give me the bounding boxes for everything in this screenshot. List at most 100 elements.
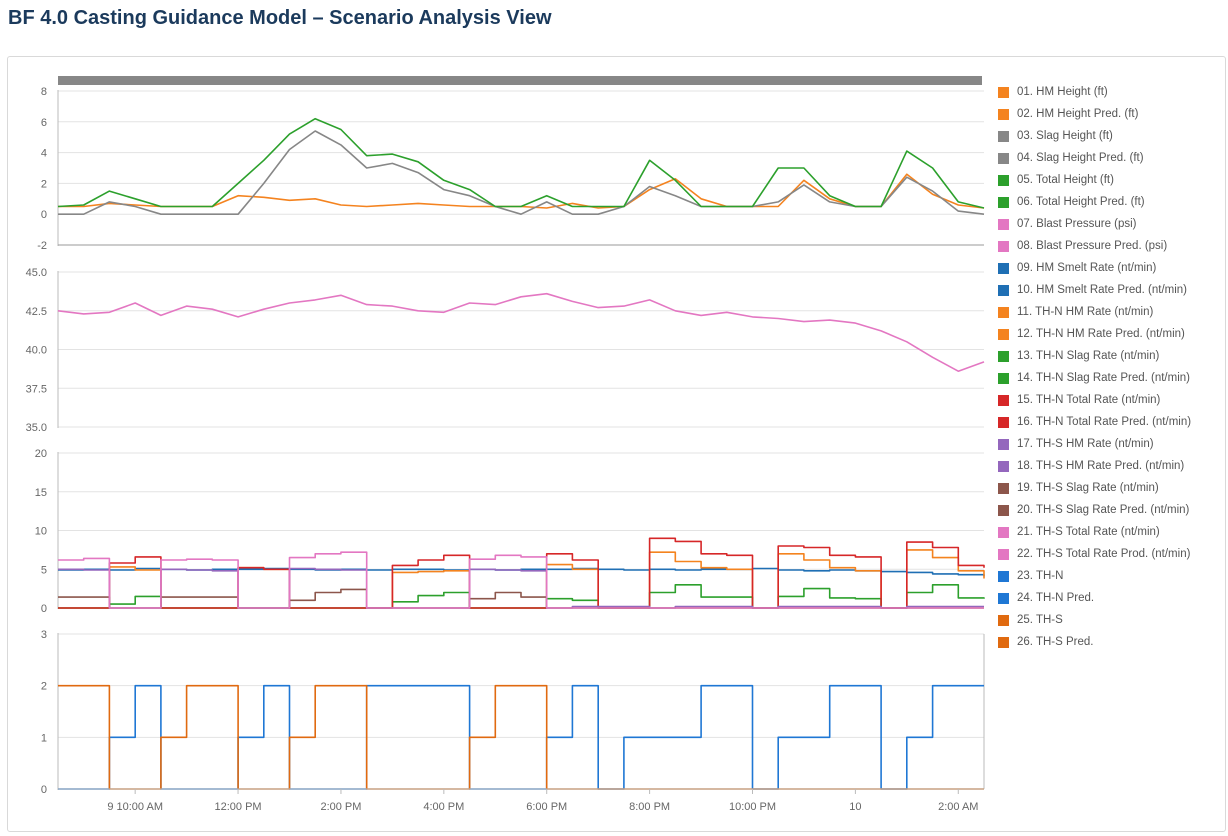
y-tick-label: 2 bbox=[41, 681, 47, 693]
legend-item[interactable]: 22. TH-S Total Rate Prod. (nt/min) bbox=[998, 543, 1226, 565]
legend-swatch bbox=[998, 614, 1009, 626]
legend-item[interactable]: 02. HM Height Pred. (ft) bbox=[998, 103, 1226, 125]
series-line-1-3[interactable] bbox=[57, 117, 985, 209]
legend-label: 07. Blast Pressure (psi) bbox=[1017, 218, 1137, 230]
range-navigator-bar[interactable] bbox=[58, 76, 982, 85]
legend-label: 26. TH-S Pred. bbox=[1017, 636, 1094, 648]
legend-swatch bbox=[998, 328, 1009, 340]
legend: 01. HM Height (ft) 02. HM Height Pred. (f… bbox=[998, 81, 1226, 653]
legend-item[interactable]: 11. TH-N HM Rate (nt/min) bbox=[998, 301, 1226, 323]
x-tick-label: 6:00 PM bbox=[526, 801, 567, 813]
legend-label: 01. HM Height (ft) bbox=[1017, 86, 1108, 98]
legend-label: 20. TH-S Slag Rate Pred. (nt/min) bbox=[1017, 504, 1190, 516]
legend-label: 04. Slag Height Pred. (ft) bbox=[1017, 152, 1144, 164]
y-tick-label: 2 bbox=[41, 178, 47, 190]
chart-panel-4: 3 2 1 0 bbox=[41, 629, 985, 796]
legend-item[interactable]: 07. Blast Pressure (psi) bbox=[998, 213, 1226, 235]
legend-swatch bbox=[998, 240, 1009, 252]
legend-swatch bbox=[998, 592, 1009, 604]
y-tick-label: 10 bbox=[35, 526, 47, 538]
legend-label: 18. TH-S HM Rate Pred. (nt/min) bbox=[1017, 460, 1185, 472]
legend-swatch bbox=[998, 548, 1009, 560]
legend-label: 15. TH-N Total Rate (nt/min) bbox=[1017, 394, 1161, 406]
x-tick-label: 4:00 PM bbox=[423, 801, 464, 813]
x-tick-label: 2:00 AM bbox=[938, 801, 978, 813]
legend-item[interactable]: 08. Blast Pressure Pred. (psi) bbox=[998, 235, 1226, 257]
series-line-3-7[interactable] bbox=[58, 551, 984, 609]
legend-label: 22. TH-S Total Rate Prod. (nt/min) bbox=[1017, 548, 1191, 560]
legend-label: 17. TH-S HM Rate (nt/min) bbox=[1017, 438, 1154, 450]
legend-item[interactable]: 10. HM Smelt Rate Pred. (nt/min) bbox=[998, 279, 1226, 301]
y-tick-label: 37.5 bbox=[26, 383, 47, 395]
legend-item[interactable]: 09. HM Smelt Rate (nt/min) bbox=[998, 257, 1226, 279]
legend-label: 21. TH-S Total Rate (nt/min) bbox=[1017, 526, 1160, 538]
legend-item[interactable]: 18. TH-S HM Rate Pred. (nt/min) bbox=[998, 455, 1226, 477]
y-tick-label: 4 bbox=[41, 148, 47, 160]
legend-item[interactable]: 05. Total Height (ft) bbox=[998, 169, 1226, 191]
legend-label: 09. HM Smelt Rate (nt/min) bbox=[1017, 262, 1157, 274]
series-line-3-5[interactable] bbox=[58, 567, 984, 609]
legend-swatch bbox=[998, 482, 1009, 494]
legend-label: 02. HM Height Pred. (ft) bbox=[1017, 108, 1139, 120]
y-tick-label: 3 bbox=[41, 629, 47, 641]
legend-item[interactable]: 14. TH-N Slag Rate Pred. (nt/min) bbox=[998, 367, 1226, 389]
legend-item[interactable]: 01. HM Height (ft) bbox=[998, 81, 1226, 103]
legend-label: 10. HM Smelt Rate Pred. (nt/min) bbox=[1017, 284, 1187, 296]
legend-swatch bbox=[998, 394, 1009, 406]
legend-swatch bbox=[998, 416, 1009, 428]
legend-item[interactable]: 20. TH-S Slag Rate Pred. (nt/min) bbox=[998, 499, 1226, 521]
legend-item[interactable]: 16. TH-N Total Rate Pred. (nt/min) bbox=[998, 411, 1226, 433]
y-tick-label: 35.0 bbox=[26, 422, 47, 434]
legend-item[interactable]: 23. TH-N bbox=[998, 565, 1226, 587]
legend-swatch bbox=[998, 284, 1009, 296]
y-tick-label: 0 bbox=[41, 209, 47, 221]
legend-swatch bbox=[998, 218, 1009, 230]
chart-panel-2: 45.0 42.5 40.0 37.5 35.0 bbox=[26, 267, 985, 434]
legend-label: 08. Blast Pressure Pred. (psi) bbox=[1017, 240, 1168, 252]
y-tick-label: 40.0 bbox=[26, 345, 47, 357]
legend-item[interactable]: 15. TH-N Total Rate (nt/min) bbox=[998, 389, 1226, 411]
legend-label: 05. Total Height (ft) bbox=[1017, 174, 1114, 186]
legend-item[interactable]: 12. TH-N HM Rate Pred. (nt/min) bbox=[998, 323, 1226, 345]
legend-item[interactable]: 21. TH-S Total Rate (nt/min) bbox=[998, 521, 1226, 543]
legend-swatch bbox=[998, 130, 1009, 142]
legend-item[interactable]: 04. Slag Height Pred. (ft) bbox=[998, 147, 1226, 169]
x-tick-label: 8:00 PM bbox=[629, 801, 670, 813]
legend-swatch bbox=[998, 152, 1009, 164]
legend-item[interactable]: 17. TH-S HM Rate (nt/min) bbox=[998, 433, 1226, 455]
legend-swatch bbox=[998, 262, 1009, 274]
legend-label: 23. TH-N bbox=[1017, 570, 1064, 582]
y-tick-label: 5 bbox=[41, 564, 47, 576]
series-line-1-2[interactable] bbox=[58, 130, 985, 215]
y-tick-label: 20 bbox=[35, 448, 47, 460]
legend-label: 06. Total Height Pred. (ft) bbox=[1017, 196, 1145, 208]
y-tick-label: 15 bbox=[35, 487, 47, 499]
legend-swatch bbox=[998, 306, 1009, 318]
y-tick-label: -2 bbox=[37, 240, 47, 252]
legend-label: 24. TH-N Pred. bbox=[1017, 592, 1095, 604]
chart-area[interactable]: 86420-245.042.540.037.535.02015105032109… bbox=[0, 0, 996, 836]
legend-swatch bbox=[998, 526, 1009, 538]
x-tick-label: 2:00 PM bbox=[320, 801, 361, 813]
legend-item[interactable]: 19. TH-S Slag Rate (nt/min) bbox=[998, 477, 1226, 499]
y-tick-label: 0 bbox=[41, 784, 47, 796]
legend-swatch bbox=[998, 438, 1009, 450]
legend-item[interactable]: 06. Total Height Pred. (ft) bbox=[998, 191, 1226, 213]
legend-item[interactable]: 13. TH-N Slag Rate (nt/min) bbox=[998, 345, 1226, 367]
y-tick-label: 42.5 bbox=[26, 306, 47, 318]
chart-panel bbox=[7, 56, 1226, 832]
legend-swatch bbox=[998, 504, 1009, 516]
page-title: BF 4.0 Casting Guidance Model – Scenario… bbox=[8, 7, 552, 29]
legend-item[interactable]: 26. TH-S Pred. bbox=[998, 631, 1226, 653]
legend-item[interactable]: 03. Slag Height (ft) bbox=[998, 125, 1226, 147]
legend-item[interactable]: 25. TH-S bbox=[998, 609, 1226, 631]
legend-item[interactable]: 24. TH-N Pred. bbox=[998, 587, 1226, 609]
legend-swatch bbox=[998, 86, 1009, 98]
y-tick-label: 1 bbox=[41, 732, 47, 744]
series-line-2-1[interactable] bbox=[57, 292, 985, 372]
legend-swatch bbox=[998, 108, 1009, 120]
legend-swatch bbox=[998, 636, 1009, 648]
y-tick-label: 45.0 bbox=[26, 267, 47, 279]
x-tick-label: 10 bbox=[849, 801, 861, 813]
legend-label: 11. TH-N HM Rate (nt/min) bbox=[1017, 306, 1154, 318]
